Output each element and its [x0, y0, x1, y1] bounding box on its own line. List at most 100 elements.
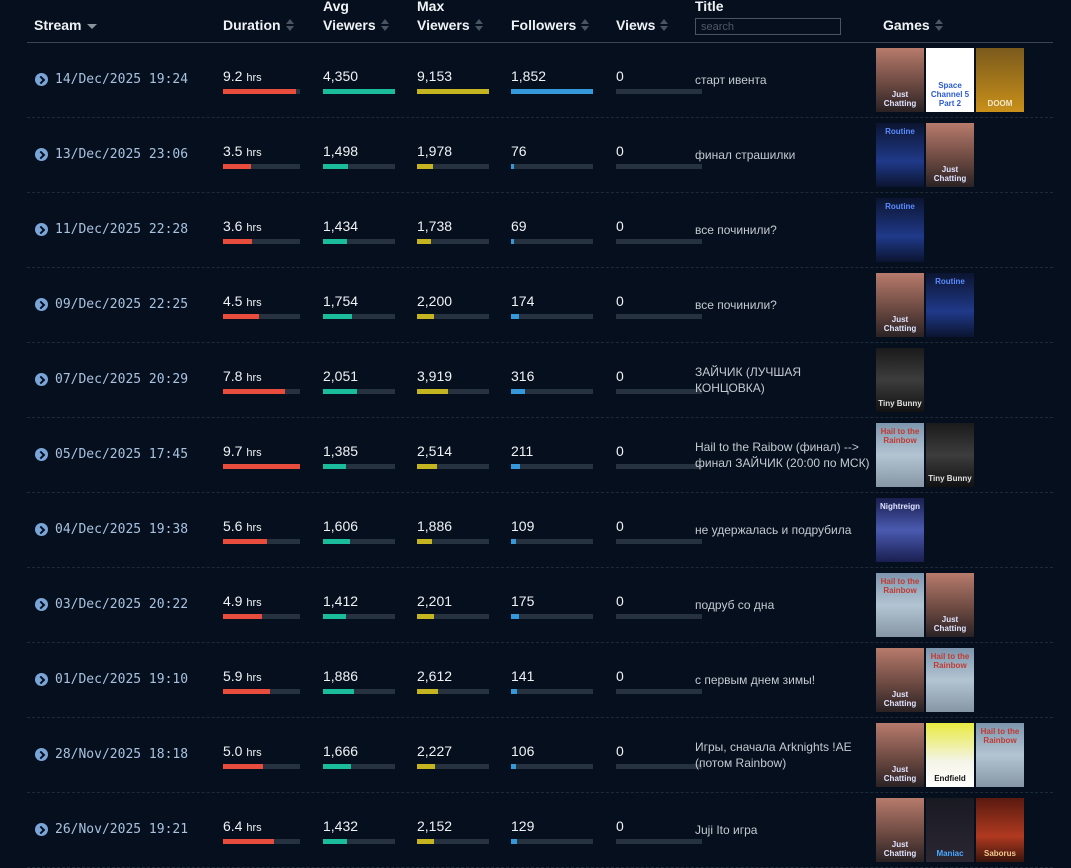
table-row[interactable]: 01/Dec/2025 19:10 5.9 hrs 1,886 2,612 14…: [27, 643, 1053, 718]
followers-value: 141: [511, 668, 535, 684]
game-thumbnail[interactable]: Just Chatting: [926, 123, 974, 187]
stream-link[interactable]: 07/Dec/2025 20:29: [35, 372, 188, 387]
game-thumbnail[interactable]: Hail to the Rainbow: [876, 423, 924, 487]
game-thumbnail[interactable]: DOOM: [976, 48, 1024, 112]
game-thumbnail[interactable]: Just Chatting: [876, 48, 924, 112]
stream-link[interactable]: 11/Dec/2025 22:28: [35, 222, 188, 237]
stream-title: Игры, сначала Arknights !AE (потом Rainb…: [695, 740, 852, 770]
table-row[interactable]: 04/Dec/2025 19:38 5.6 hrs 1,606 1,886 10…: [27, 493, 1053, 568]
game-thumbnail[interactable]: Routine: [876, 123, 924, 187]
max-bar: [417, 764, 489, 769]
stream-link[interactable]: 13/Dec/2025 23:06: [35, 147, 188, 162]
chevron-right-icon[interactable]: [35, 748, 48, 761]
stream-link[interactable]: 03/Dec/2025 20:22: [35, 597, 188, 612]
followers-bar: [511, 614, 593, 619]
game-thumbnail[interactable]: Saborus: [976, 798, 1024, 862]
table-row[interactable]: 14/Dec/2025 19:24 9.2 hrs 4,350 9,153 1,…: [27, 43, 1053, 118]
column-max-viewers[interactable]: Max Viewers: [417, 0, 484, 35]
table-row[interactable]: 11/Dec/2025 22:28 3.6 hrs 1,434 1,738 69…: [27, 193, 1053, 268]
table-row[interactable]: 09/Dec/2025 22:25 4.5 hrs 1,754 2,200 17…: [27, 268, 1053, 343]
avg-bar: [323, 689, 395, 694]
stream-link[interactable]: 05/Dec/2025 17:45: [35, 447, 188, 462]
chevron-right-icon[interactable]: [35, 823, 48, 836]
game-thumbnail[interactable]: Nightreign: [876, 498, 924, 562]
avg-viewers-value: 4,350: [323, 68, 359, 84]
game-thumbnail[interactable]: Hail to the Rainbow: [976, 723, 1024, 787]
chevron-right-icon[interactable]: [35, 298, 48, 311]
column-games[interactable]: Games: [883, 16, 944, 35]
followers-value: 106: [511, 743, 535, 759]
column-avg-viewers[interactable]: Avg Viewers: [323, 0, 390, 35]
max-viewers-value: 1,738: [417, 218, 453, 234]
game-thumbnail[interactable]: Space Channel 5 Part 2: [926, 48, 974, 112]
stream-link[interactable]: 09/Dec/2025 22:25: [35, 297, 188, 312]
game-thumbnail[interactable]: Just Chatting: [876, 798, 924, 862]
views-bar: [616, 464, 702, 469]
stream-title: Hail to the Raibow (финал) --> финал ЗАЙ…: [695, 440, 870, 470]
views-value: 0: [616, 143, 624, 159]
chevron-right-icon[interactable]: [35, 73, 48, 86]
game-thumbnail[interactable]: Maniac: [926, 798, 974, 862]
games-list: Routine Just Chatting: [876, 123, 974, 187]
max-viewers-value: 2,612: [417, 668, 453, 684]
stream-link[interactable]: 04/Dec/2025 19:38: [35, 522, 188, 537]
max-viewers-value: 2,152: [417, 818, 453, 834]
chevron-right-icon[interactable]: [35, 373, 48, 386]
stream-link[interactable]: 28/Nov/2025 18:18: [35, 747, 188, 762]
stream-title: подруб со дна: [695, 598, 775, 612]
views-value: 0: [616, 593, 624, 609]
game-thumbnail[interactable]: Just Chatting: [876, 723, 924, 787]
followers-value: 69: [511, 218, 527, 234]
games-list: Hail to the Rainbow Just Chatting: [876, 573, 974, 637]
avg-bar: [323, 89, 395, 94]
views-value: 0: [616, 68, 624, 84]
chevron-right-icon[interactable]: [35, 148, 48, 161]
table-row[interactable]: 05/Dec/2025 17:45 9.7 hrs 1,385 2,514 21…: [27, 418, 1053, 493]
max-bar: [417, 539, 489, 544]
avg-bar: [323, 239, 395, 244]
chevron-right-icon[interactable]: [35, 598, 48, 611]
column-views[interactable]: Views: [616, 16, 669, 35]
game-thumbnail[interactable]: Hail to the Rainbow: [926, 648, 974, 712]
avg-viewers-value: 1,432: [323, 818, 359, 834]
column-duration[interactable]: Duration: [223, 16, 295, 35]
table-row[interactable]: 28/Nov/2025 18:18 5.0 hrs 1,666 2,227 10…: [27, 718, 1053, 793]
views-value: 0: [616, 518, 624, 534]
table-row[interactable]: 07/Dec/2025 20:29 7.8 hrs 2,051 3,919 31…: [27, 343, 1053, 418]
stream-link[interactable]: 26/Nov/2025 19:21: [35, 822, 188, 837]
chevron-right-icon[interactable]: [35, 448, 48, 461]
games-list: Just Chatting Maniac Saborus: [876, 798, 1024, 862]
column-stream[interactable]: Stream: [34, 16, 98, 35]
table-row[interactable]: 26/Nov/2025 19:21 6.4 hrs 1,432 2,152 12…: [27, 793, 1053, 868]
game-thumbnail[interactable]: Just Chatting: [876, 648, 924, 712]
table-row[interactable]: 03/Dec/2025 20:22 4.9 hrs 1,412 2,201 17…: [27, 568, 1053, 643]
avg-bar: [323, 614, 395, 619]
chevron-right-icon[interactable]: [35, 223, 48, 236]
stream-link[interactable]: 14/Dec/2025 19:24: [35, 72, 188, 87]
stream-title: финал страшилки: [695, 148, 796, 162]
game-thumbnail[interactable]: Just Chatting: [926, 573, 974, 637]
duration-bar: [223, 239, 300, 244]
game-thumbnail[interactable]: Routine: [876, 198, 924, 262]
game-thumbnail[interactable]: Just Chatting: [876, 273, 924, 337]
duration-value: 5.9 hrs: [223, 668, 262, 684]
views-bar: [616, 764, 702, 769]
games-list: Just Chatting Routine: [876, 273, 974, 337]
title-search-input[interactable]: [695, 18, 841, 35]
column-followers[interactable]: Followers: [511, 16, 590, 35]
stream-link[interactable]: 01/Dec/2025 19:10: [35, 672, 188, 687]
chevron-right-icon[interactable]: [35, 673, 48, 686]
game-thumbnail[interactable]: Tiny Bunny: [926, 423, 974, 487]
table-row[interactable]: 13/Dec/2025 23:06 3.5 hrs 1,498 1,978 76…: [27, 118, 1053, 193]
max-bar: [417, 464, 489, 469]
views-bar: [616, 89, 702, 94]
game-thumbnail[interactable]: Endfield: [926, 723, 974, 787]
duration-value: 5.6 hrs: [223, 518, 262, 534]
max-bar: [417, 314, 489, 319]
game-thumbnail[interactable]: Routine: [926, 273, 974, 337]
chevron-right-icon[interactable]: [35, 523, 48, 536]
max-bar: [417, 689, 489, 694]
game-thumbnail[interactable]: Tiny Bunny: [876, 348, 924, 412]
game-thumbnail[interactable]: Hail to the Rainbow: [876, 573, 924, 637]
avg-viewers-value: 1,434: [323, 218, 359, 234]
